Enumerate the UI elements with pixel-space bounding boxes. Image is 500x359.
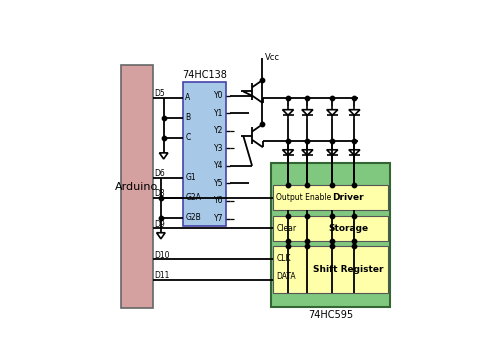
- Text: A: A: [185, 93, 190, 102]
- Text: Y6: Y6: [214, 196, 224, 205]
- Point: [350, 238, 358, 244]
- Bar: [183, 82, 226, 225]
- Point: [284, 138, 292, 144]
- Bar: [121, 65, 152, 308]
- Point: [284, 95, 292, 101]
- Text: Shift Register: Shift Register: [313, 265, 384, 274]
- Point: [328, 213, 336, 219]
- Point: [328, 95, 336, 101]
- Text: Vcc: Vcc: [264, 53, 280, 62]
- Text: Y0: Y0: [214, 91, 224, 100]
- Text: Output Enable: Output Enable: [276, 194, 332, 202]
- Point: [284, 238, 292, 244]
- Point: [160, 115, 168, 121]
- Text: 74HC138: 74HC138: [182, 70, 227, 80]
- Text: DATA: DATA: [276, 272, 296, 281]
- Text: Y4: Y4: [214, 162, 224, 171]
- Polygon shape: [160, 153, 168, 159]
- Point: [350, 243, 358, 249]
- Point: [304, 213, 312, 219]
- Text: Y3: Y3: [214, 144, 224, 153]
- Text: Clear: Clear: [276, 224, 296, 233]
- Text: D8: D8: [154, 189, 165, 198]
- Text: D9: D9: [154, 220, 165, 229]
- Point: [328, 183, 336, 188]
- Point: [284, 213, 292, 219]
- Bar: [274, 216, 388, 241]
- Point: [304, 238, 312, 244]
- Text: D11: D11: [154, 271, 170, 280]
- Point: [258, 121, 266, 127]
- Text: G2B: G2B: [185, 213, 201, 222]
- Point: [328, 238, 336, 244]
- Bar: [272, 163, 390, 307]
- Point: [157, 195, 165, 200]
- Text: 74HC595: 74HC595: [308, 311, 354, 320]
- Point: [284, 243, 292, 249]
- Bar: [274, 186, 388, 210]
- Text: Arduino: Arduino: [115, 182, 158, 192]
- Text: D10: D10: [154, 251, 170, 260]
- Text: Driver: Driver: [332, 194, 364, 202]
- Text: D6: D6: [154, 169, 165, 178]
- Point: [304, 95, 312, 101]
- Text: D5: D5: [154, 89, 165, 98]
- Point: [350, 138, 358, 144]
- Point: [350, 95, 358, 101]
- Text: B: B: [185, 113, 190, 122]
- Text: Y2: Y2: [214, 126, 224, 135]
- Point: [284, 183, 292, 188]
- Text: Storage: Storage: [328, 224, 368, 233]
- Point: [160, 135, 168, 141]
- Bar: [274, 246, 388, 293]
- Text: Y1: Y1: [214, 109, 224, 118]
- Point: [350, 213, 358, 219]
- Point: [258, 77, 266, 83]
- Text: Y7: Y7: [214, 214, 224, 223]
- Point: [304, 183, 312, 188]
- Point: [304, 243, 312, 249]
- Point: [304, 138, 312, 144]
- Polygon shape: [156, 233, 165, 239]
- Text: G1: G1: [185, 173, 196, 182]
- Text: C: C: [185, 133, 190, 142]
- Point: [350, 183, 358, 188]
- Point: [328, 243, 336, 249]
- Text: G2A: G2A: [185, 193, 201, 202]
- Text: Y5: Y5: [214, 179, 224, 188]
- Point: [157, 215, 165, 220]
- Text: CLK: CLK: [276, 253, 290, 262]
- Point: [328, 138, 336, 144]
